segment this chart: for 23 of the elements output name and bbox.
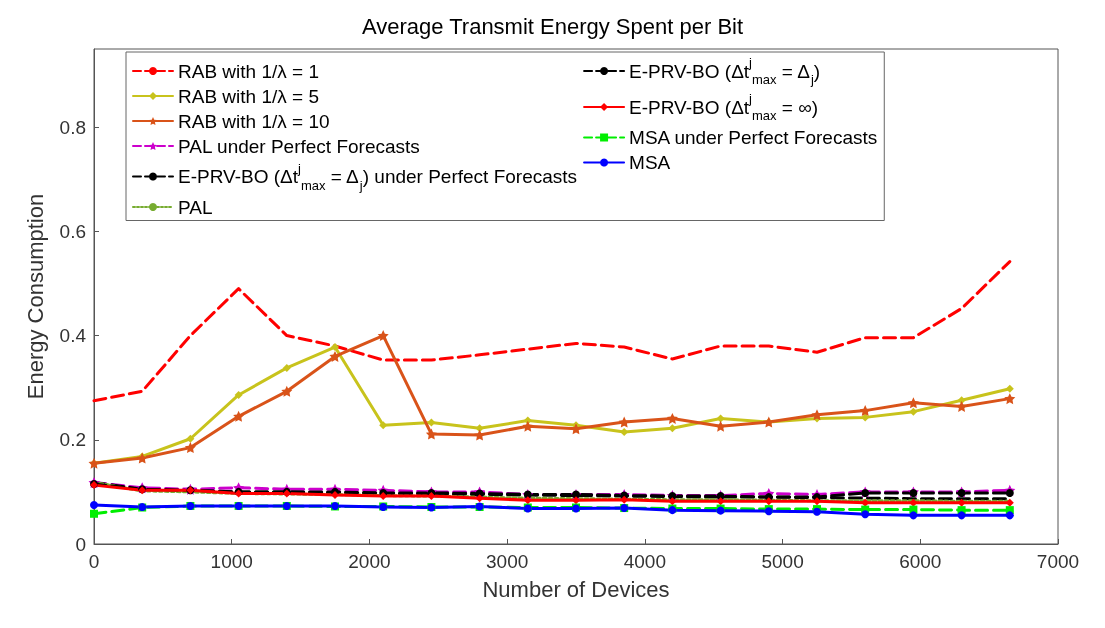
x-axis-title: Number of Devices (482, 576, 670, 602)
legend-label: RAB with 1/λ = 1 (178, 60, 319, 82)
y-tick-label: 0.4 (59, 325, 87, 347)
x-tick-label: 6000 (899, 551, 942, 572)
legend-label: RAB with 1/λ = 5 (178, 85, 319, 107)
y-tick-label: 0 (75, 533, 86, 555)
x-tick-label: 1000 (210, 551, 253, 572)
legend-label: PAL under Perfect Forecasts (178, 135, 420, 157)
x-tick-label: 2000 (348, 551, 391, 572)
legend-label: RAB with 1/λ = 10 (178, 110, 330, 132)
y-tick-label: 0.8 (59, 116, 86, 138)
legend-label: MSA (629, 152, 671, 173)
legend-label: PAL (178, 196, 213, 218)
x-tick-label: 3000 (486, 551, 529, 572)
y-tick-label: 0.6 (59, 220, 86, 242)
legend-label: MSA under Perfect Forecasts (629, 127, 878, 148)
x-tick-label: 4000 (623, 551, 666, 572)
chart-title: Average Transmit Energy Spent per Bit (361, 13, 744, 39)
x-tick-label: 7000 (1036, 551, 1080, 572)
x-tick-label: 0 (88, 551, 100, 572)
y-tick-label: 0.2 (59, 429, 86, 451)
x-tick-label: 5000 (761, 551, 804, 572)
y-axis-title: Energy Consumption (22, 193, 48, 400)
